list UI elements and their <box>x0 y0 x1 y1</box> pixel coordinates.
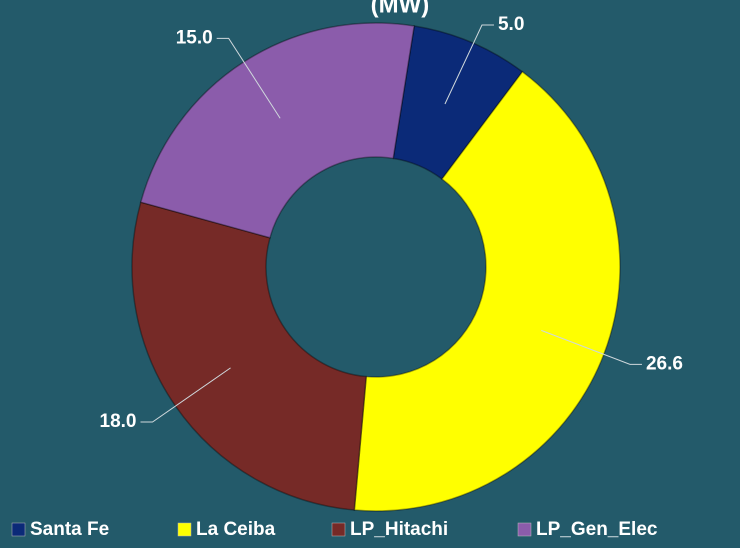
data-label: 5.0 <box>498 14 524 35</box>
donut-slice <box>131 201 368 511</box>
data-label: 26.6 <box>646 353 683 374</box>
legend-label: LP_Gen_Elec <box>536 519 658 540</box>
legend-swatch <box>11 522 26 537</box>
leader-line <box>216 37 281 119</box>
leader-line <box>140 367 231 423</box>
donut-slice <box>139 22 416 239</box>
data-label: 18.0 <box>100 411 137 432</box>
legend-swatch <box>177 522 192 537</box>
leader-line <box>444 24 494 105</box>
donut-slice <box>392 25 524 181</box>
legend-swatch <box>331 522 346 537</box>
chart-title: (MW) <box>371 0 430 18</box>
data-label: 15.0 <box>176 27 213 48</box>
leader-line <box>541 329 642 365</box>
legend-label: LP_Hitachi <box>350 519 448 540</box>
legend-swatch <box>517 522 532 537</box>
legend-label: Santa Fe <box>30 519 109 540</box>
donut-slice <box>353 70 621 512</box>
legend-label: La Ceiba <box>196 519 276 540</box>
